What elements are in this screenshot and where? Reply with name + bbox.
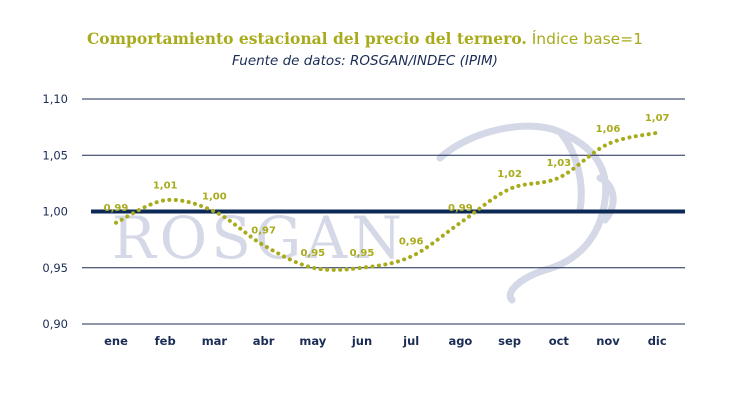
watermark-logo: ROSGAN xyxy=(112,122,617,304)
x-tick-label: mar xyxy=(202,334,228,348)
data-label: 1,02 xyxy=(497,169,522,180)
x-tick-label: ago xyxy=(448,334,472,348)
chart-source: Fuente de datos: ROSGAN/INDEC (IPIM) xyxy=(232,53,498,69)
grid-lines xyxy=(82,98,685,325)
chart-title-subtitle: Índice base=1 xyxy=(526,30,644,48)
y-tick-label: 1,10 xyxy=(42,92,68,106)
data-label: 0,96 xyxy=(399,237,424,248)
data-labels: 0,99 1,01 1,00 0,97 0,95 0,95 0,96 0,99 1,02 1,03… xyxy=(104,113,670,259)
series-path xyxy=(114,130,660,272)
x-tick-label: nov xyxy=(596,334,620,348)
data-label: 1,03 xyxy=(546,158,571,169)
data-label: 0,97 xyxy=(251,225,276,236)
y-tick-label: 0,95 xyxy=(42,261,68,275)
y-tick-label: 1,05 xyxy=(42,148,68,162)
x-tick-label: jul xyxy=(402,334,419,348)
series-line xyxy=(114,130,660,272)
x-tick-label: sep xyxy=(498,334,521,348)
y-tick-label: 1,00 xyxy=(42,205,68,219)
x-tick-label: abr xyxy=(253,334,275,348)
x-tick-label: feb xyxy=(155,334,176,348)
data-label: 0,95 xyxy=(350,248,375,259)
data-label: 1,07 xyxy=(645,113,670,124)
data-label: 1,00 xyxy=(202,192,227,203)
y-tick-label: 0,90 xyxy=(42,317,68,331)
x-tick-label: may xyxy=(299,334,326,348)
x-tick-label: ene xyxy=(104,334,128,348)
data-label: 1,06 xyxy=(596,124,621,135)
x-tick-label: jun xyxy=(351,334,372,348)
data-label: 0,99 xyxy=(104,203,129,214)
x-tick-label: dic xyxy=(648,334,667,348)
chart-title-main: Comportamiento estacional del precio del… xyxy=(86,29,527,48)
x-tick-label: oct xyxy=(549,334,570,348)
watermark-text: ROSGAN xyxy=(112,204,406,272)
x-axis: ene feb mar abr may jun jul ago sep oct nov dic xyxy=(104,334,667,348)
data-label: 1,01 xyxy=(153,180,178,191)
y-axis: 1,10 1,05 1,00 0,95 0,90 xyxy=(42,92,68,331)
data-label: 0,95 xyxy=(300,248,325,259)
chart-title: Comportamiento estacional del precio del… xyxy=(0,29,730,48)
watermark-bull-icon xyxy=(436,122,617,304)
data-label: 0,99 xyxy=(448,203,473,214)
